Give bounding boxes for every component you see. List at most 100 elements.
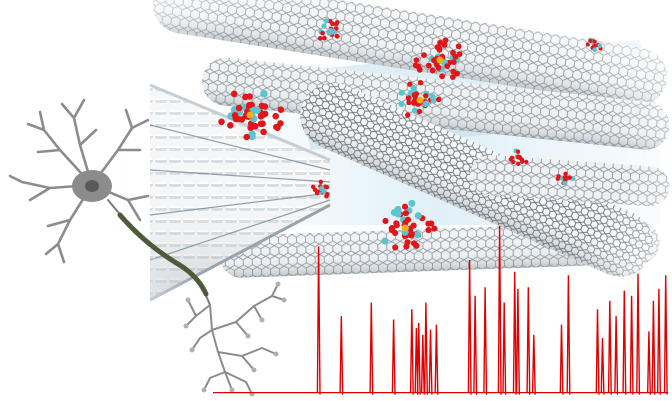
oxygen-atom xyxy=(567,175,572,180)
oxygen-atom xyxy=(429,67,436,74)
oxygen-atom xyxy=(425,227,432,234)
oxygen-atom xyxy=(524,159,529,165)
metal-atom xyxy=(410,84,417,92)
oxygen-atom xyxy=(441,42,448,48)
metal-atom xyxy=(323,18,329,24)
oxygen-atom xyxy=(417,79,424,86)
spike xyxy=(424,302,428,395)
oxygen-atom xyxy=(235,104,243,112)
core-atom xyxy=(436,56,444,64)
spike xyxy=(497,225,502,395)
oxygen-atom xyxy=(515,149,521,154)
molecular-cluster xyxy=(317,18,340,41)
oxygen-atom xyxy=(456,51,463,57)
spike xyxy=(339,316,344,395)
oxygen-atom xyxy=(402,210,409,217)
oxygen-atom xyxy=(423,93,429,99)
metal-atom xyxy=(592,47,598,53)
oxygen-atom xyxy=(455,43,462,50)
myelin-sheath xyxy=(117,212,209,297)
molecular-cluster xyxy=(555,171,576,186)
spike xyxy=(515,288,520,395)
oxygen-atom xyxy=(230,90,238,98)
molecular-cluster xyxy=(381,199,438,251)
metal-atom xyxy=(414,212,422,220)
oxygen-atom xyxy=(392,244,399,251)
spike xyxy=(559,324,564,395)
oxygen-atom xyxy=(411,240,418,247)
metal-atom xyxy=(319,186,325,192)
spike xyxy=(614,316,619,395)
oxygen-atom xyxy=(259,120,266,127)
oxygen-atom xyxy=(450,59,457,65)
spike xyxy=(595,309,600,395)
oxygen-atom xyxy=(227,122,234,129)
oxygen-atom xyxy=(411,98,418,104)
oxygen-atom xyxy=(274,124,281,132)
oxygen-atom xyxy=(242,93,249,101)
spike xyxy=(467,259,472,395)
spike xyxy=(428,329,433,395)
oxygen-atom xyxy=(277,106,285,113)
metal-atom xyxy=(394,210,402,218)
spike xyxy=(502,302,507,395)
oxygen-atom xyxy=(450,74,456,80)
spike xyxy=(526,287,531,395)
oxygen-atom xyxy=(520,159,525,164)
oxygen-atom xyxy=(413,91,420,97)
spike xyxy=(566,275,571,395)
oxygen-atom xyxy=(585,42,590,47)
oxygen-atom xyxy=(437,39,443,46)
spike xyxy=(636,273,641,395)
spike xyxy=(629,295,634,395)
oxygen-atom xyxy=(334,33,340,39)
metal-atom xyxy=(597,43,603,49)
spike xyxy=(420,334,425,395)
core-atom xyxy=(246,111,254,119)
oxygen-atom xyxy=(317,35,323,41)
spike xyxy=(600,338,605,395)
oxygen-atom xyxy=(452,53,459,60)
spike xyxy=(473,295,478,395)
molecular-cluster xyxy=(398,79,442,118)
metal-atom xyxy=(381,237,389,245)
metal-atom xyxy=(398,100,405,108)
spike xyxy=(416,322,421,395)
metal-atom xyxy=(248,132,256,141)
oxygen-atom xyxy=(334,21,339,27)
nanotube xyxy=(470,155,670,207)
oxygen-atom xyxy=(388,227,396,234)
oxygen-atom xyxy=(243,133,250,141)
oxygen-atom xyxy=(413,57,420,63)
oxygen-atom xyxy=(318,179,324,185)
molecular-cluster xyxy=(585,37,603,53)
oxygen-atom xyxy=(410,222,417,229)
oxygen-atom xyxy=(314,190,320,196)
molecular-cluster xyxy=(218,89,285,141)
oxygen-atom xyxy=(401,203,409,210)
spike xyxy=(657,288,661,395)
spike xyxy=(483,287,488,395)
spike xyxy=(409,309,414,395)
oxygen-atom xyxy=(260,128,267,136)
oxygen-atom xyxy=(382,217,389,225)
oxygen-atom xyxy=(218,118,225,126)
spike xyxy=(531,334,536,395)
spike xyxy=(391,319,396,395)
molecular-cluster xyxy=(310,179,330,199)
oxygen-atom xyxy=(555,176,560,182)
spike xyxy=(512,271,517,395)
spike xyxy=(647,331,651,395)
oxygen-atom xyxy=(322,35,327,41)
oxygen-atom xyxy=(258,112,266,119)
oxygen-atom xyxy=(588,38,593,43)
oxygen-atom xyxy=(324,192,330,197)
oxygen-atom xyxy=(407,81,413,87)
spike xyxy=(651,300,656,395)
metal-atom xyxy=(422,100,429,108)
oxygen-atom xyxy=(562,175,567,180)
oxygen-atom xyxy=(444,63,451,69)
oxygen-atom xyxy=(439,73,445,80)
spike xyxy=(434,324,439,395)
